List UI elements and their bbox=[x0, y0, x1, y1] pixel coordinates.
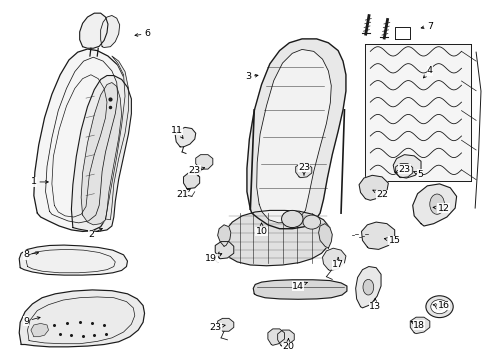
Polygon shape bbox=[256, 49, 330, 223]
Circle shape bbox=[281, 210, 303, 228]
Text: 13: 13 bbox=[368, 298, 381, 311]
Polygon shape bbox=[175, 127, 195, 147]
Polygon shape bbox=[71, 76, 131, 231]
Text: 23: 23 bbox=[209, 323, 224, 332]
Text: 22: 22 bbox=[372, 190, 387, 199]
Text: 18: 18 bbox=[410, 320, 424, 329]
Circle shape bbox=[425, 296, 452, 318]
Polygon shape bbox=[217, 318, 233, 331]
Polygon shape bbox=[19, 245, 127, 275]
Text: 12: 12 bbox=[432, 203, 448, 212]
Text: 20: 20 bbox=[282, 339, 294, 351]
Text: 21: 21 bbox=[176, 189, 190, 199]
Polygon shape bbox=[246, 39, 345, 229]
Polygon shape bbox=[295, 164, 311, 178]
Text: 16: 16 bbox=[432, 301, 448, 310]
Ellipse shape bbox=[429, 194, 444, 214]
Polygon shape bbox=[361, 222, 394, 249]
Polygon shape bbox=[365, 44, 470, 181]
Polygon shape bbox=[322, 248, 345, 270]
Polygon shape bbox=[217, 225, 230, 246]
Polygon shape bbox=[355, 266, 380, 308]
Polygon shape bbox=[195, 155, 212, 169]
Polygon shape bbox=[215, 242, 233, 259]
Text: 7: 7 bbox=[420, 22, 432, 31]
Polygon shape bbox=[358, 175, 387, 200]
Text: 4: 4 bbox=[423, 66, 432, 78]
Text: 5: 5 bbox=[413, 170, 422, 179]
Polygon shape bbox=[80, 13, 108, 48]
Circle shape bbox=[303, 215, 320, 229]
Text: 8: 8 bbox=[23, 250, 39, 259]
Polygon shape bbox=[267, 329, 284, 345]
Text: 6: 6 bbox=[135, 29, 150, 38]
Polygon shape bbox=[105, 56, 128, 220]
Polygon shape bbox=[19, 290, 144, 347]
Polygon shape bbox=[277, 330, 294, 346]
Text: 19: 19 bbox=[205, 254, 222, 263]
Text: 15: 15 bbox=[384, 236, 400, 245]
Circle shape bbox=[430, 300, 447, 314]
Text: 14: 14 bbox=[291, 282, 306, 291]
Text: 23: 23 bbox=[188, 166, 204, 175]
Polygon shape bbox=[81, 82, 122, 225]
Text: 10: 10 bbox=[255, 223, 267, 236]
Polygon shape bbox=[34, 49, 126, 231]
Polygon shape bbox=[101, 15, 120, 48]
Text: 2: 2 bbox=[88, 229, 102, 239]
Polygon shape bbox=[31, 323, 48, 337]
Polygon shape bbox=[392, 155, 420, 178]
Text: 23: 23 bbox=[297, 163, 309, 175]
Polygon shape bbox=[253, 280, 346, 299]
Text: 1: 1 bbox=[31, 177, 48, 186]
Text: 3: 3 bbox=[245, 72, 258, 81]
Text: 17: 17 bbox=[331, 257, 344, 270]
Polygon shape bbox=[318, 224, 331, 248]
Polygon shape bbox=[409, 317, 429, 334]
Polygon shape bbox=[183, 173, 199, 189]
Text: 9: 9 bbox=[23, 316, 40, 325]
Text: 11: 11 bbox=[171, 126, 183, 138]
Text: 23: 23 bbox=[394, 165, 409, 174]
Polygon shape bbox=[412, 184, 456, 226]
Polygon shape bbox=[224, 210, 330, 266]
Ellipse shape bbox=[362, 279, 373, 295]
Polygon shape bbox=[395, 164, 412, 178]
Circle shape bbox=[435, 303, 443, 310]
